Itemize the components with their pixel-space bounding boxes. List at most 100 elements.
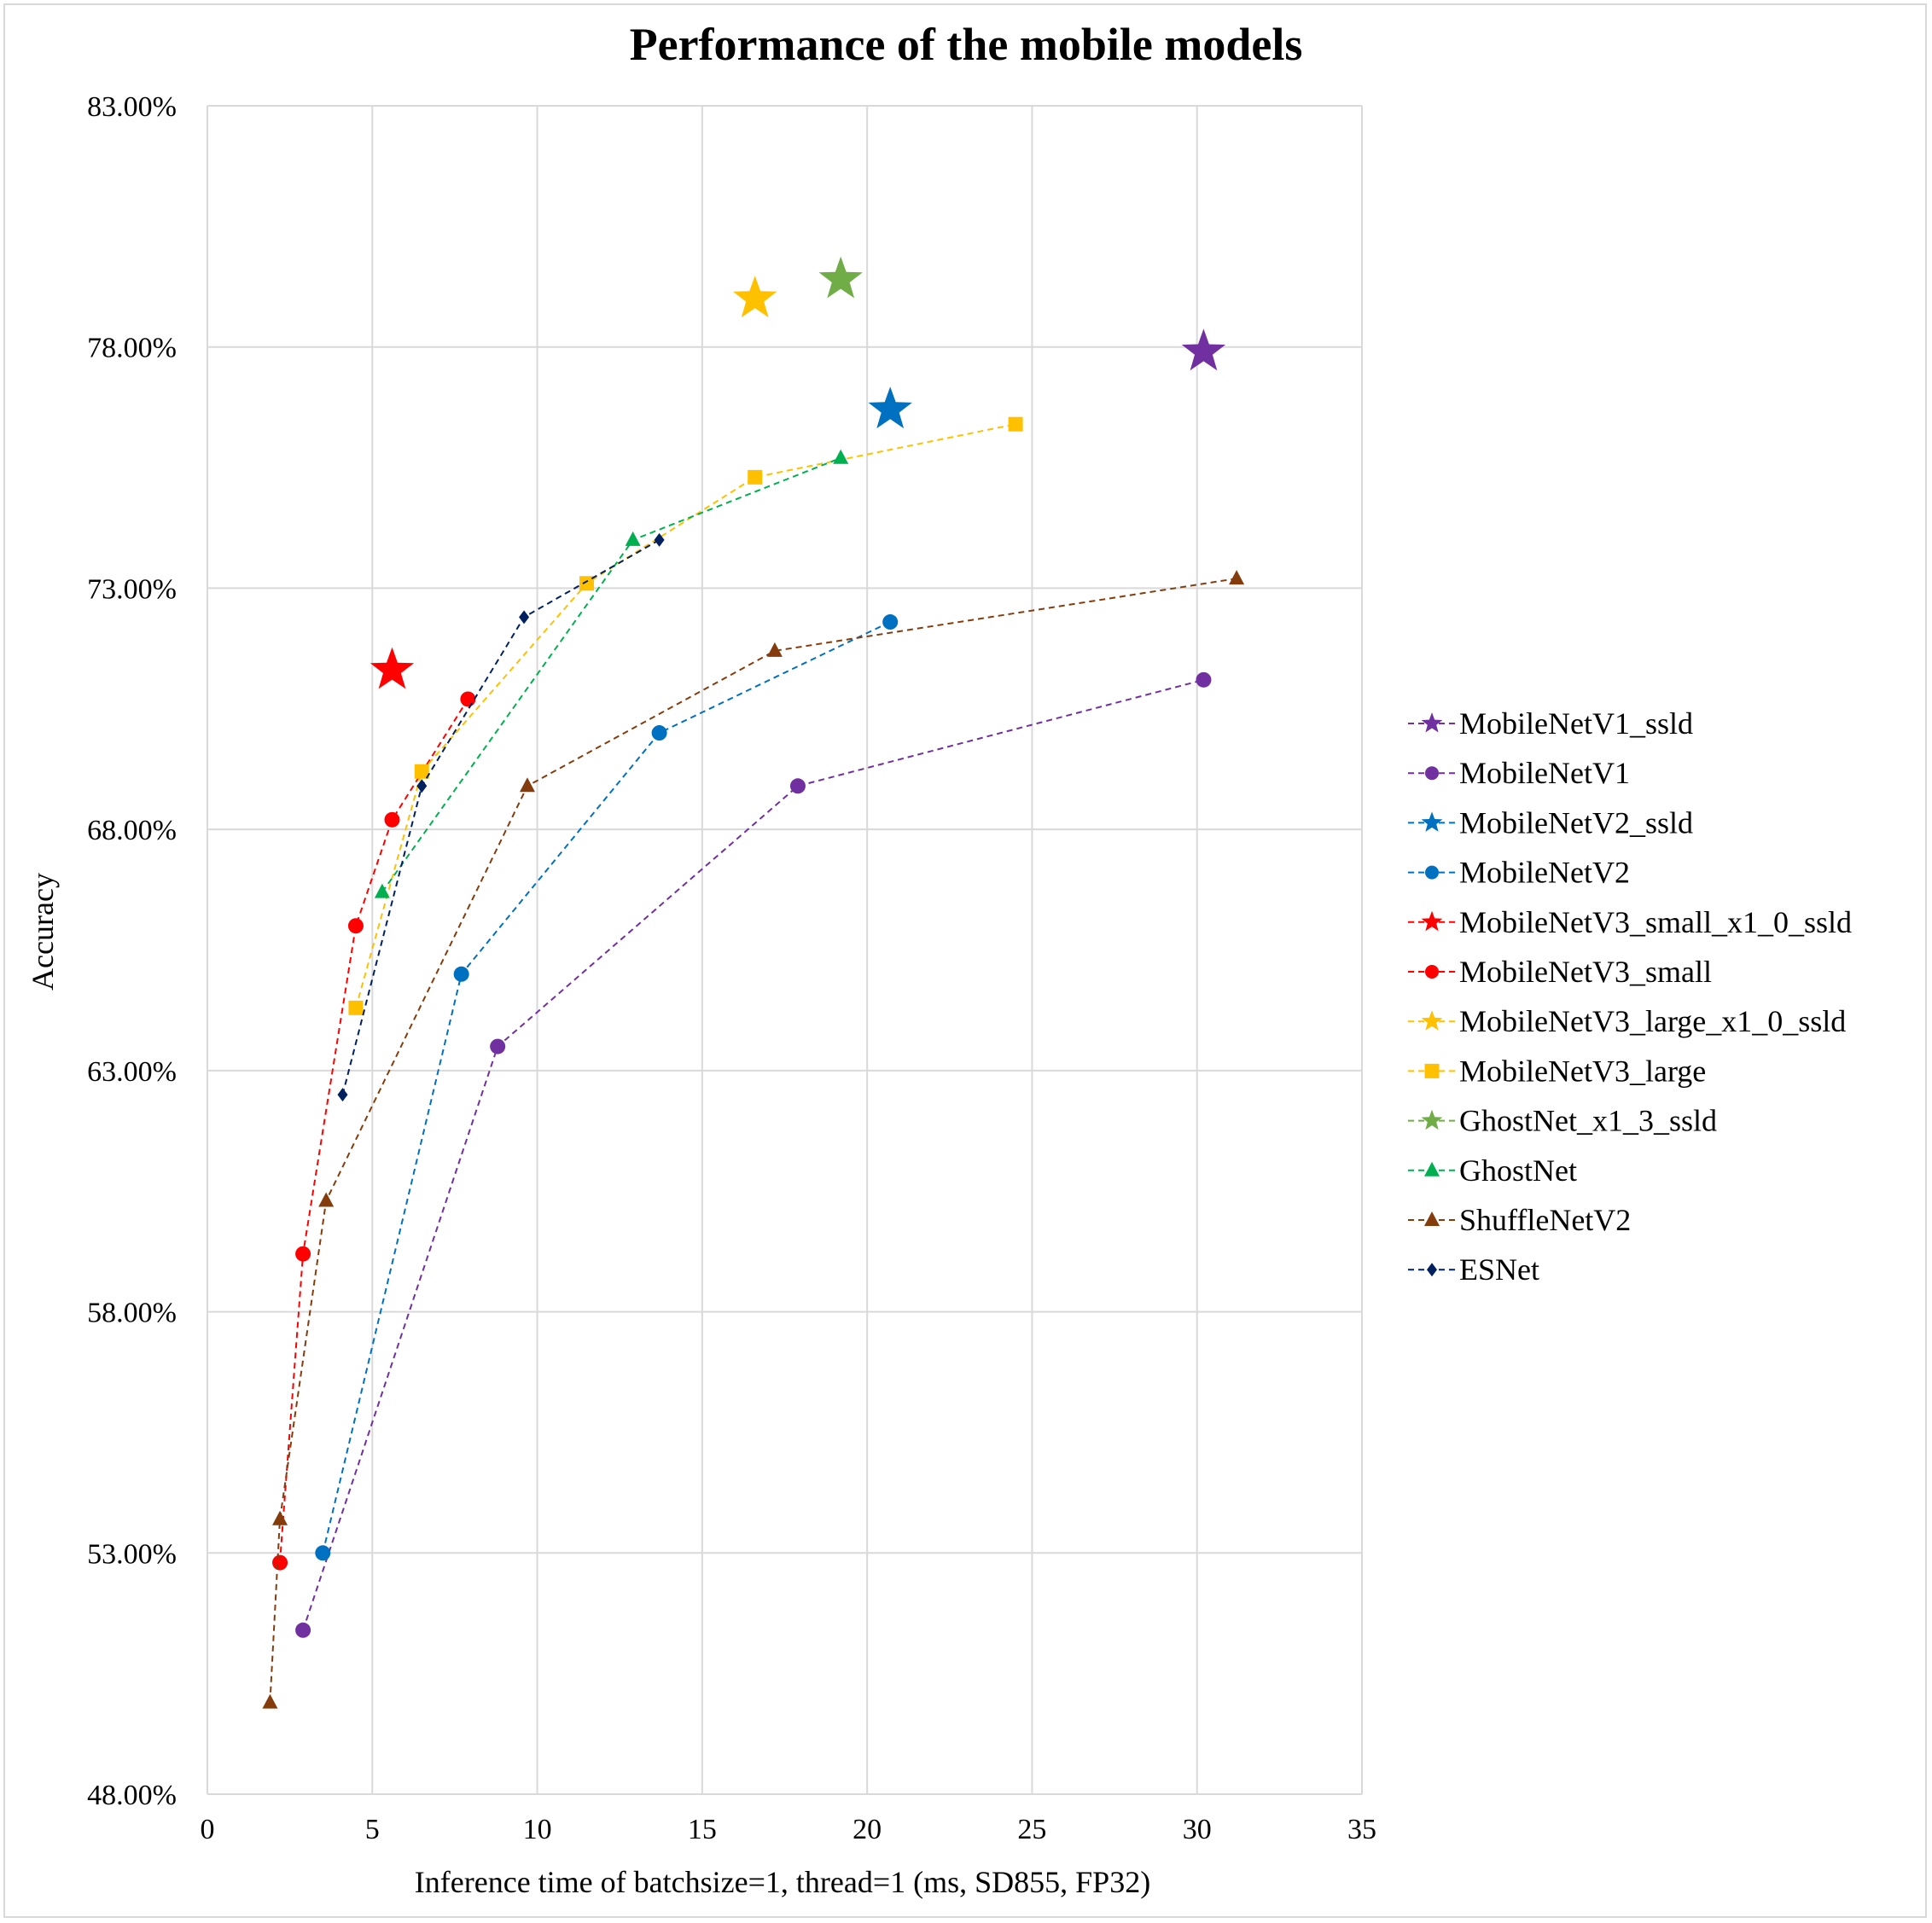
series-ghostnet <box>374 449 849 898</box>
series-mobilenetv3-small <box>272 691 476 1571</box>
y-tick-label: 83.00% <box>87 91 177 123</box>
y-axis-title: Accuracy <box>26 873 60 991</box>
y-tick-label: 78.00% <box>87 333 177 364</box>
series-mobilenetv2 <box>315 614 899 1561</box>
diamond-marker <box>337 1088 348 1102</box>
series-mobilenetv3-large <box>348 416 1023 1015</box>
legend-item: MobileNetV1_ssld <box>1408 706 1693 741</box>
diamond-marker <box>654 532 665 547</box>
star-marker <box>733 276 777 317</box>
series-line <box>269 578 1237 1703</box>
star-marker <box>370 647 415 689</box>
triangle-marker <box>272 1510 288 1525</box>
legend-label: ShuffleNetV2 <box>1459 1203 1631 1237</box>
x-tick-label: 30 <box>1183 1814 1212 1845</box>
legend-label: GhostNet <box>1459 1153 1577 1188</box>
plot-series <box>262 256 1245 1709</box>
legend: MobileNetV1_ssld MobileNetV1 MobileNetV2_s… <box>1408 706 1852 1287</box>
star-marker <box>1421 910 1443 932</box>
legend-label: MobileNetV1_ssld <box>1459 706 1693 741</box>
series-line <box>302 678 1204 1631</box>
circle-marker <box>315 1545 331 1561</box>
circle-marker <box>460 691 476 707</box>
square-marker <box>1424 1063 1440 1078</box>
x-tick-label: 20 <box>853 1814 882 1845</box>
circle-marker <box>295 1246 311 1262</box>
star-marker <box>1421 811 1443 832</box>
x-tick-label: 0 <box>201 1814 215 1845</box>
triangle-marker <box>318 1192 335 1207</box>
star-marker <box>1181 328 1226 371</box>
legend-item: MobileNetV1 <box>1408 756 1630 790</box>
star-marker <box>818 256 863 299</box>
circle-marker <box>490 1038 506 1054</box>
series-mobilenetv2-ssld <box>868 386 912 429</box>
triangle-marker <box>374 883 390 898</box>
square-marker <box>414 764 429 779</box>
y-tick-label: 48.00% <box>87 1780 177 1811</box>
star-marker <box>1421 1010 1443 1031</box>
circle-marker <box>272 1554 288 1571</box>
diamond-marker <box>416 779 428 793</box>
circle-marker <box>453 966 469 982</box>
circle-marker <box>1425 766 1439 781</box>
legend-item: MobileNetV2_ssld <box>1408 805 1693 839</box>
legend-label: MobileNetV2_ssld <box>1459 805 1693 839</box>
square-marker <box>748 469 763 485</box>
triangle-marker <box>625 531 641 546</box>
star-marker <box>868 386 912 429</box>
y-tick-label: 58.00% <box>87 1298 177 1329</box>
axes: 0 5 10 15 20 25 30 35 48.00% 53.00% 58.00% 63.00% 68… <box>87 91 1376 1845</box>
x-axis-title: Inference time of batchsize=1, thread=1 … <box>415 1865 1150 1899</box>
circle-marker <box>384 811 400 828</box>
x-tick-label: 5 <box>365 1814 380 1845</box>
legend-item: ESNet <box>1408 1252 1539 1287</box>
series-shufflenetv2 <box>262 570 1245 1709</box>
legend-item: ShuffleNetV2 <box>1408 1203 1631 1237</box>
series-ghostnet-x1-3-ssld <box>818 256 863 299</box>
circle-marker <box>295 1622 311 1638</box>
legend-item: MobileNetV3_small <box>1408 955 1712 989</box>
series-mobilenetv3-large-x1-0-ssld <box>733 276 777 317</box>
circle-marker <box>1425 965 1439 979</box>
series-line <box>279 698 469 1563</box>
legend-item: MobileNetV3_small_x1_0_ssld <box>1408 905 1852 939</box>
legend-label: GhostNet_x1_3_ssld <box>1459 1104 1717 1138</box>
square-marker <box>579 576 595 591</box>
legend-item: GhostNet <box>1408 1153 1577 1188</box>
series-line <box>341 539 660 1095</box>
triangle-marker <box>519 777 535 793</box>
circle-marker <box>789 778 806 794</box>
diamond-marker <box>1427 1263 1437 1277</box>
circle-marker <box>651 725 667 741</box>
legend-label: MobileNetV3_large <box>1459 1054 1706 1088</box>
square-marker <box>348 1000 364 1015</box>
x-tick-label: 25 <box>1017 1814 1046 1845</box>
legend-label: MobileNetV3_small <box>1459 955 1712 989</box>
legend-item: MobileNetV2 <box>1408 856 1630 890</box>
legend-item: MobileNetV3_large_x1_0_ssld <box>1408 1004 1846 1038</box>
legend-label: MobileNetV1 <box>1459 756 1630 790</box>
series-line <box>381 456 841 893</box>
diamond-marker <box>519 610 530 625</box>
y-tick-label: 63.00% <box>87 1056 177 1088</box>
chart-frame <box>3 3 1927 1918</box>
star-marker <box>1421 712 1443 733</box>
y-tick-label: 53.00% <box>87 1538 177 1570</box>
series-esnet <box>337 532 665 1102</box>
circle-marker <box>1425 865 1439 880</box>
x-tick-label: 10 <box>523 1814 552 1845</box>
circle-marker <box>882 614 899 630</box>
square-marker <box>1008 416 1023 432</box>
legend-label: MobileNetV3_large_x1_0_ssld <box>1459 1004 1846 1038</box>
triangle-marker <box>833 449 849 464</box>
x-tick-label: 35 <box>1347 1814 1376 1845</box>
legend-label: ESNet <box>1459 1252 1539 1287</box>
circle-marker <box>347 918 364 934</box>
y-tick-label: 73.00% <box>87 573 177 605</box>
circle-marker <box>1196 671 1212 688</box>
series-line <box>355 423 1016 1008</box>
y-tick-label: 68.00% <box>87 815 177 846</box>
triangle-marker <box>262 1694 278 1709</box>
